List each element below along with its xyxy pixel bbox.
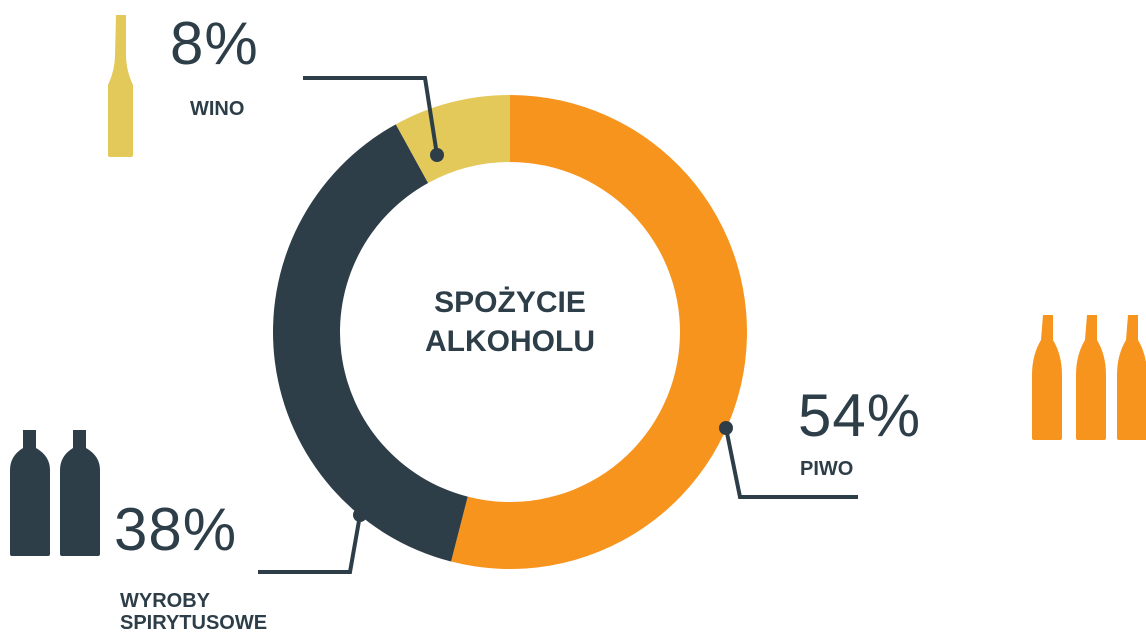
chart-title: SPOŻYCIE ALKOHOLU bbox=[425, 286, 595, 358]
leader-dot bbox=[719, 421, 733, 435]
value-label: 38% bbox=[114, 496, 238, 563]
leader-line bbox=[724, 427, 858, 499]
beer-bottle-icon bbox=[1076, 315, 1106, 440]
value-label: 8% bbox=[170, 10, 259, 77]
wine-bottle-icon bbox=[108, 15, 133, 157]
beer-bottle-icon bbox=[1117, 315, 1146, 440]
leader-dot bbox=[430, 148, 444, 162]
spirit-bottle-icon bbox=[60, 430, 100, 556]
donut-segment bbox=[451, 95, 747, 569]
donut-segment bbox=[395, 95, 510, 184]
category-label: WINO bbox=[190, 98, 245, 120]
leader-line bbox=[303, 76, 439, 156]
leader-line bbox=[258, 514, 362, 574]
donut-segment bbox=[272, 124, 468, 562]
value-label: 54% bbox=[798, 382, 922, 449]
category-label: PIWO bbox=[800, 458, 854, 480]
beer-bottle-icon bbox=[1032, 315, 1062, 440]
spirit-bottle-icon bbox=[10, 430, 50, 556]
leader-dot bbox=[353, 508, 367, 522]
category-label: WYROBY SPIRYTUSOWE bbox=[120, 590, 268, 634]
